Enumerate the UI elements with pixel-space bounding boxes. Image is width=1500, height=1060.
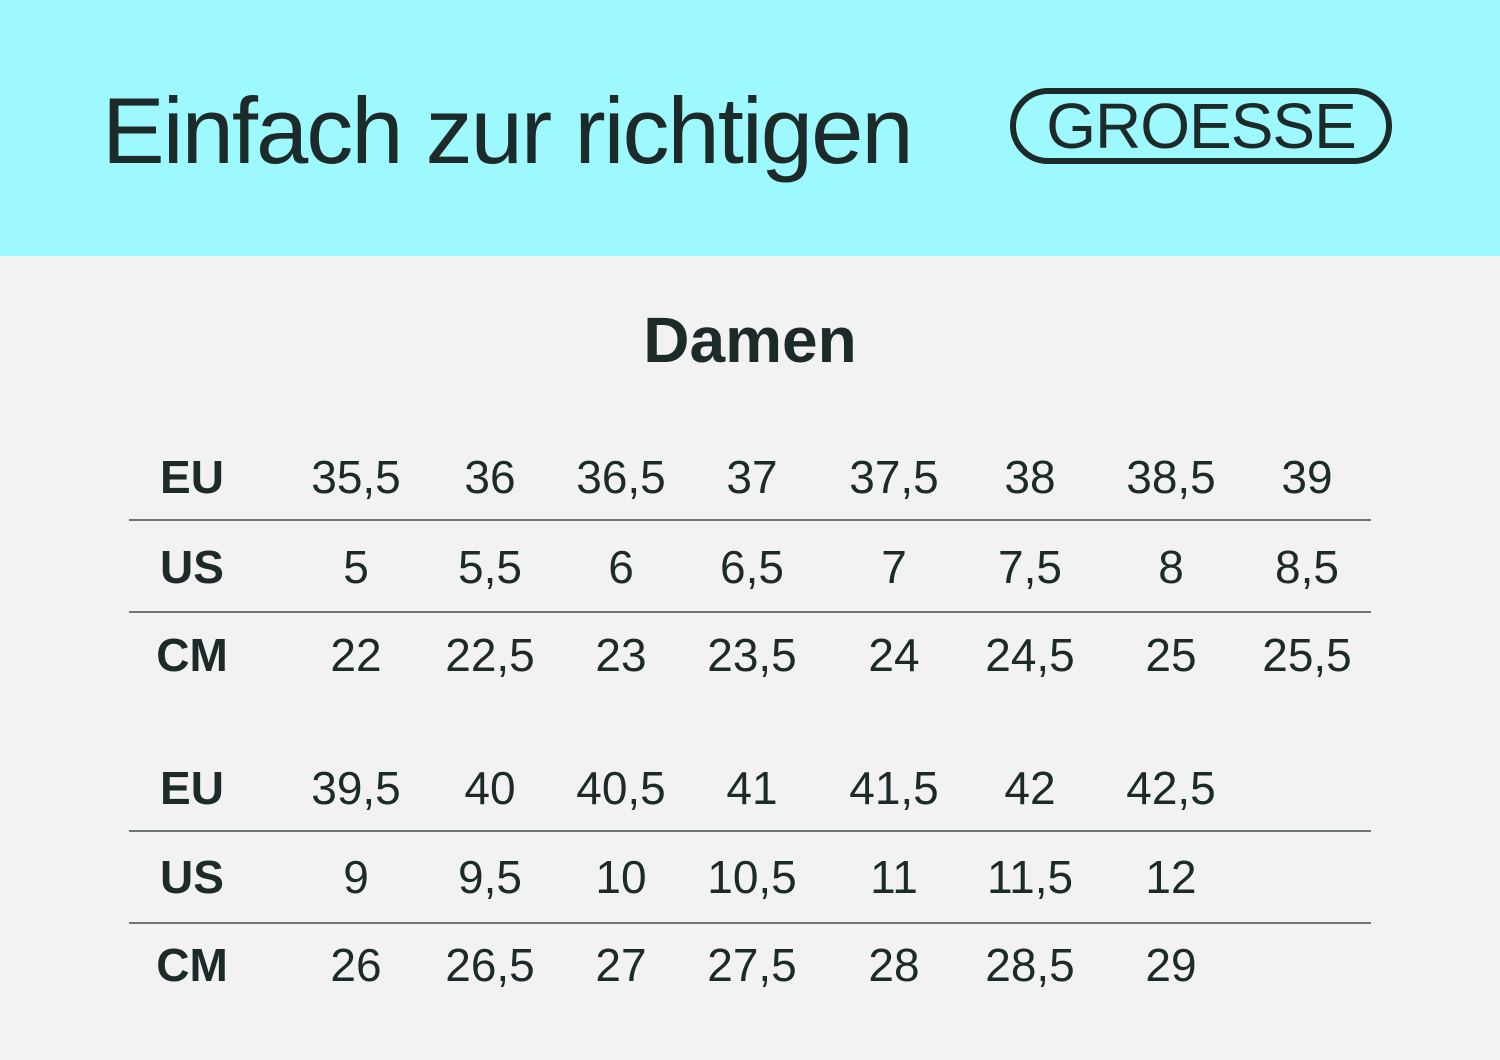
size-cell: 39,5 [311,762,401,814]
size-cell: 41,5 [849,762,939,814]
size-cell: 36,5 [576,451,666,503]
size-cell: 37 [726,451,778,503]
row-label-eu: EU [160,762,224,814]
size-cell: 39 [1281,451,1333,503]
size-cell: 6 [608,541,634,593]
size-cell: 7 [881,541,907,593]
section-title: Damen [643,304,857,376]
size-cell: 23,5 [707,629,797,681]
size-cell: 36 [464,451,516,503]
size-badge: GROESSE [1010,88,1392,164]
size-cell: 12 [1145,851,1197,903]
size-cell: 28,5 [985,939,1075,991]
row-label-us: US [160,851,224,903]
size-badge-label: GROESSE [1046,90,1357,162]
row-label-cm: CM [156,629,228,681]
size-cell: 10 [595,851,647,903]
size-cell: 11,5 [986,851,1074,903]
size-cell: 23 [595,629,647,681]
size-cell: 41 [726,762,778,814]
size-cell: 10,5 [707,851,797,903]
page-title: Einfach zur richtigen [102,78,914,183]
size-cell: 7,5 [998,541,1062,593]
row-divider [129,922,1371,924]
size-cell: 40,5 [576,762,666,814]
size-cell: 42 [1004,762,1056,814]
size-cell: 8,5 [1275,541,1339,593]
size-cell: 38 [1004,451,1056,503]
size-cell: 8 [1158,541,1184,593]
size-cell: 38,5 [1126,451,1216,503]
size-cell: 27 [595,939,647,991]
size-cell: 25 [1145,629,1197,681]
size-cell: 37,5 [849,451,939,503]
size-cell: 5 [343,541,369,593]
size-cell: 9 [343,851,369,903]
row-divider [129,830,1371,832]
size-cell: 35,5 [311,451,401,503]
row-label-us: US [160,541,224,593]
size-cell: 25,5 [1262,629,1352,681]
size-cell: 22,5 [445,629,535,681]
size-cell: 42,5 [1126,762,1216,814]
size-cell: 5,5 [458,541,522,593]
size-cell: 26,5 [445,939,535,991]
size-cell: 6,5 [720,541,784,593]
size-cell: 9,5 [458,851,522,903]
size-cell: 28 [868,939,920,991]
header-banner: Einfach zur richtigen GROESSE [0,0,1500,256]
size-cell: 24 [868,629,920,681]
size-cell: 29 [1145,939,1197,991]
size-cell: 24,5 [985,629,1075,681]
size-cell: 40 [464,762,516,814]
row-label-cm: CM [156,939,228,991]
row-divider [129,519,1371,521]
size-cell: 11 [870,851,918,903]
size-cell: 22 [330,629,382,681]
size-cell: 26 [330,939,382,991]
size-cell: 27,5 [707,939,797,991]
row-divider [129,611,1371,613]
row-label-eu: EU [160,451,224,503]
